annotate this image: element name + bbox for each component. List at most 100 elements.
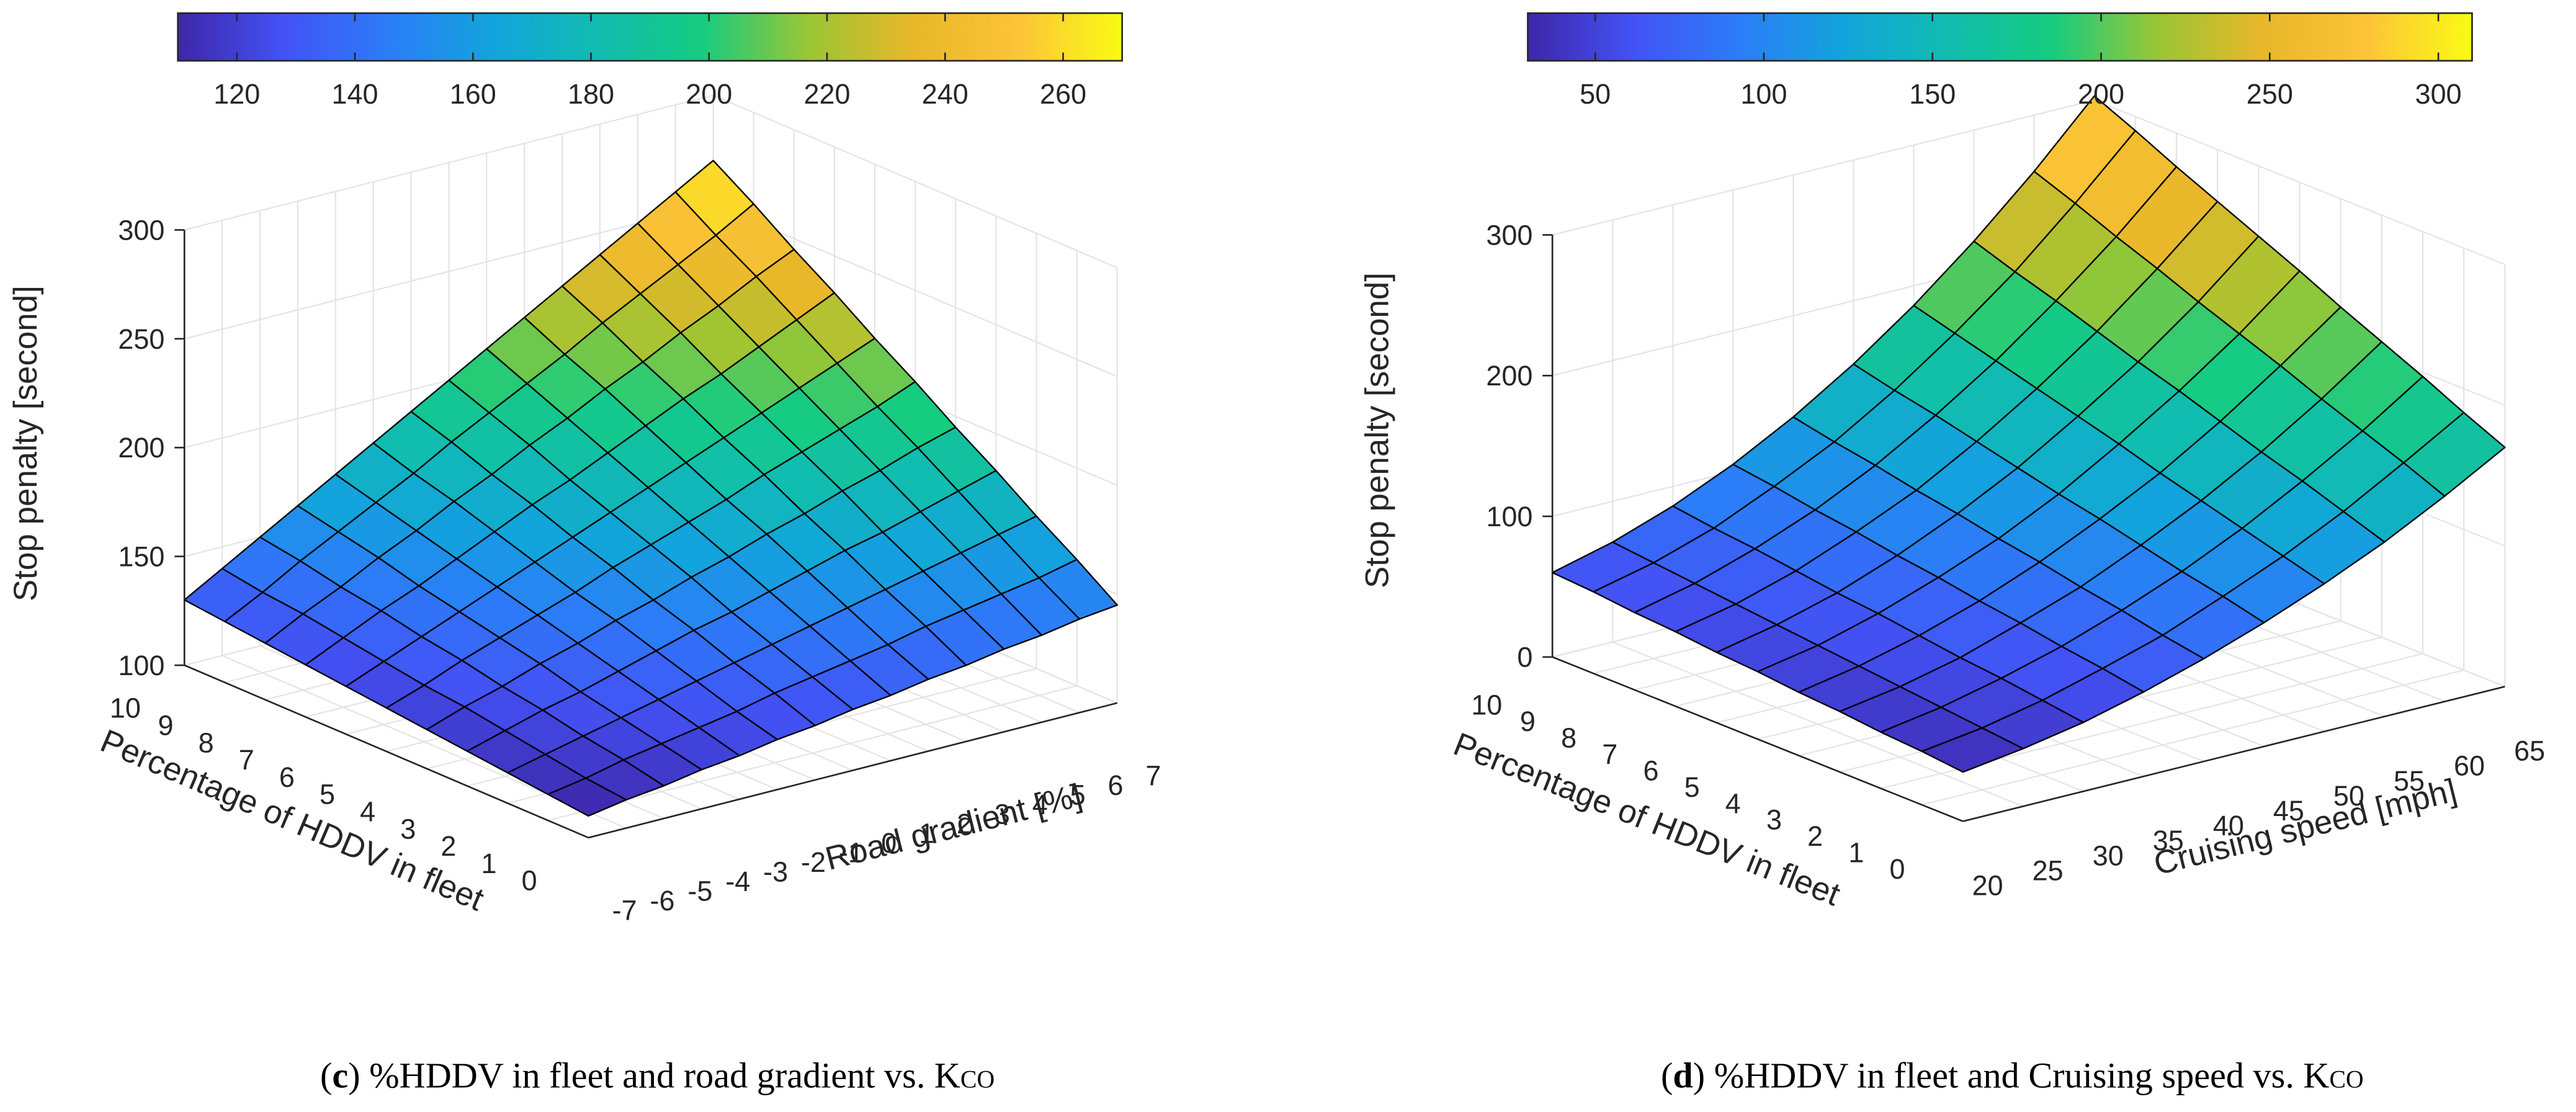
y-tick-label: 2 bbox=[957, 808, 972, 840]
x-tick-label: 10 bbox=[110, 693, 141, 724]
y-tick-label: -6 bbox=[650, 885, 675, 917]
x-tick-label: 4 bbox=[360, 796, 375, 827]
y-axis-label: Cruising speed [mph] bbox=[2150, 772, 2461, 882]
wall-grid-line bbox=[1552, 99, 2095, 236]
z-tick-label: 150 bbox=[118, 541, 164, 573]
x-axis-label: Percentage of HDDV in fleet bbox=[96, 722, 490, 918]
colorbar-tick-label: 140 bbox=[331, 78, 378, 110]
y-tick-label: 20 bbox=[1972, 870, 2003, 902]
caption-d: (d) %HDDV in fleet and Cruising speed vs… bbox=[1661, 1055, 2364, 1095]
z-tick-label: 100 bbox=[118, 650, 164, 681]
z-tick-label: 300 bbox=[118, 214, 164, 246]
x-tick-label: 6 bbox=[1643, 755, 1658, 786]
x-tick-label: 0 bbox=[1890, 853, 1905, 885]
z-axis-label: Stop penalty [second] bbox=[7, 285, 44, 601]
x-tick-label: 8 bbox=[199, 727, 214, 758]
x-axis-label: Percentage of HDDV in fleet bbox=[1449, 726, 1845, 913]
colorbar-tick-label: 220 bbox=[803, 78, 850, 110]
x-tick-label: 3 bbox=[1766, 804, 1782, 836]
y-tick-label: 0 bbox=[881, 827, 897, 859]
x-tick-label: 7 bbox=[239, 744, 254, 776]
wall-grid-line bbox=[184, 94, 713, 231]
y-tick-label: 65 bbox=[2514, 735, 2545, 767]
z-tick-label: 300 bbox=[1486, 219, 1532, 251]
caption-subscript: CO bbox=[2329, 1065, 2363, 1093]
colorbar-tick-label: 240 bbox=[922, 78, 968, 110]
colorbar-tick-label: 180 bbox=[568, 78, 614, 110]
x-tick-label: 2 bbox=[1807, 820, 1823, 852]
x-tick-label: 0 bbox=[522, 865, 537, 897]
caption-c: (c) %HDDV in fleet and road gradient vs.… bbox=[320, 1055, 995, 1095]
caption-subscript: CO bbox=[960, 1065, 995, 1093]
caption-open: ( bbox=[1661, 1055, 1673, 1095]
colorbar-tick-label: 160 bbox=[450, 78, 496, 110]
y-tick-label: 6 bbox=[1108, 769, 1124, 801]
x-tick-label: 2 bbox=[441, 830, 456, 862]
y-tick-label: 35 bbox=[2153, 825, 2184, 856]
x-axis-line bbox=[184, 664, 589, 839]
z-tick-label: 0 bbox=[1517, 642, 1532, 673]
y-tick-label: -3 bbox=[763, 856, 788, 887]
x-tick-label: 1 bbox=[481, 848, 496, 879]
y-tick-label: 30 bbox=[2093, 840, 2124, 871]
x-axis-line bbox=[1552, 656, 1964, 822]
colorbar-tick-label: 250 bbox=[2247, 78, 2293, 110]
z-tick-label: 200 bbox=[1486, 360, 1532, 392]
colorbar-tick-label: 200 bbox=[686, 78, 732, 110]
x-tick-label: 5 bbox=[320, 779, 335, 810]
x-tick-label: 5 bbox=[1684, 771, 1700, 803]
colorbar bbox=[1527, 12, 2473, 62]
x-tick-label: 9 bbox=[1520, 706, 1536, 737]
y-axis-label: Road gradient [%] bbox=[821, 777, 1085, 877]
colorbar-tick-label: 300 bbox=[2415, 78, 2462, 110]
z-tick-label: 250 bbox=[118, 323, 164, 355]
colorbar bbox=[177, 12, 1123, 62]
z-tick-label: 200 bbox=[118, 432, 164, 464]
y-tick-label: -7 bbox=[612, 894, 637, 926]
y-tick-label: 7 bbox=[1145, 760, 1161, 791]
caption-text: ) %HDDV in fleet and road gradient vs. K bbox=[348, 1055, 960, 1095]
caption-label: d bbox=[1673, 1055, 1693, 1095]
y-tick-label: 3 bbox=[995, 798, 1010, 830]
x-tick-label: 6 bbox=[279, 761, 295, 793]
surface-cell bbox=[547, 777, 627, 817]
colorbar-tick-label: 50 bbox=[1580, 78, 1611, 110]
colorbar-tick-label: 100 bbox=[1740, 78, 1787, 110]
z-axis-label: Stop penalty [second] bbox=[1359, 272, 1395, 588]
colorbar-tick-label: 120 bbox=[213, 78, 260, 110]
y-tick-label: 50 bbox=[2333, 780, 2364, 812]
floor-grid-line bbox=[1921, 669, 2464, 806]
surface-cell bbox=[1921, 727, 2024, 773]
y-tick-label: 45 bbox=[2273, 795, 2304, 827]
wall-grid-line bbox=[713, 94, 1118, 269]
y-axis-line bbox=[1962, 686, 2505, 822]
y-tick-label: 55 bbox=[2394, 765, 2425, 797]
wall-grid-line bbox=[713, 203, 1118, 377]
colorbar-tick-label: 260 bbox=[1040, 78, 1086, 110]
caption-text: ) %HDDV in fleet and Cruising speed vs. … bbox=[1693, 1055, 2330, 1095]
y-tick-label: 25 bbox=[2033, 854, 2064, 886]
y-tick-label: 40 bbox=[2213, 810, 2244, 841]
y-axis-line bbox=[588, 702, 1118, 839]
floor-grid-line bbox=[1612, 641, 2024, 807]
x-tick-label: 10 bbox=[1471, 689, 1502, 720]
y-tick-label: -4 bbox=[725, 866, 750, 897]
y-tick-label: 5 bbox=[1070, 779, 1086, 810]
x-tick-label: 3 bbox=[400, 813, 416, 845]
x-tick-label: 1 bbox=[1848, 837, 1864, 869]
y-tick-label: 4 bbox=[1032, 789, 1048, 820]
x-tick-label: 8 bbox=[1561, 722, 1576, 753]
caption-label: c bbox=[332, 1055, 348, 1095]
y-tick-label: 1 bbox=[919, 817, 934, 849]
colorbar-tick-label: 200 bbox=[2078, 78, 2124, 110]
wall-grid-line bbox=[2094, 99, 2505, 266]
y-tick-label: -5 bbox=[687, 875, 712, 907]
colorbar-tick-label: 150 bbox=[1909, 78, 1956, 110]
y-tick-label: 60 bbox=[2454, 750, 2485, 782]
x-tick-label: 4 bbox=[1725, 787, 1741, 819]
z-tick-label: 100 bbox=[1486, 501, 1532, 532]
wall-grid-line bbox=[184, 203, 713, 339]
x-tick-label: 9 bbox=[158, 710, 174, 742]
